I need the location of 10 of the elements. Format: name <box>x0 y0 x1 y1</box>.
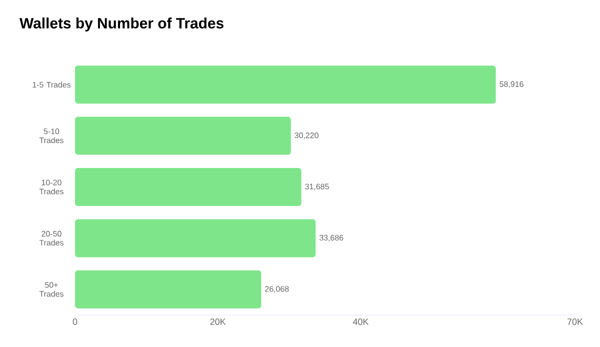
bar <box>75 168 302 206</box>
x-tick-label: 40K <box>352 318 369 325</box>
x-tick-label: 0 <box>72 318 78 325</box>
bar <box>75 66 496 104</box>
x-tick-label: 70K <box>567 318 583 325</box>
x-tick-label: 20K <box>210 318 226 325</box>
bar <box>75 219 316 258</box>
bar <box>75 116 291 155</box>
chart-title: Wallets by Number of Trades <box>20 18 224 32</box>
bar <box>75 270 262 308</box>
